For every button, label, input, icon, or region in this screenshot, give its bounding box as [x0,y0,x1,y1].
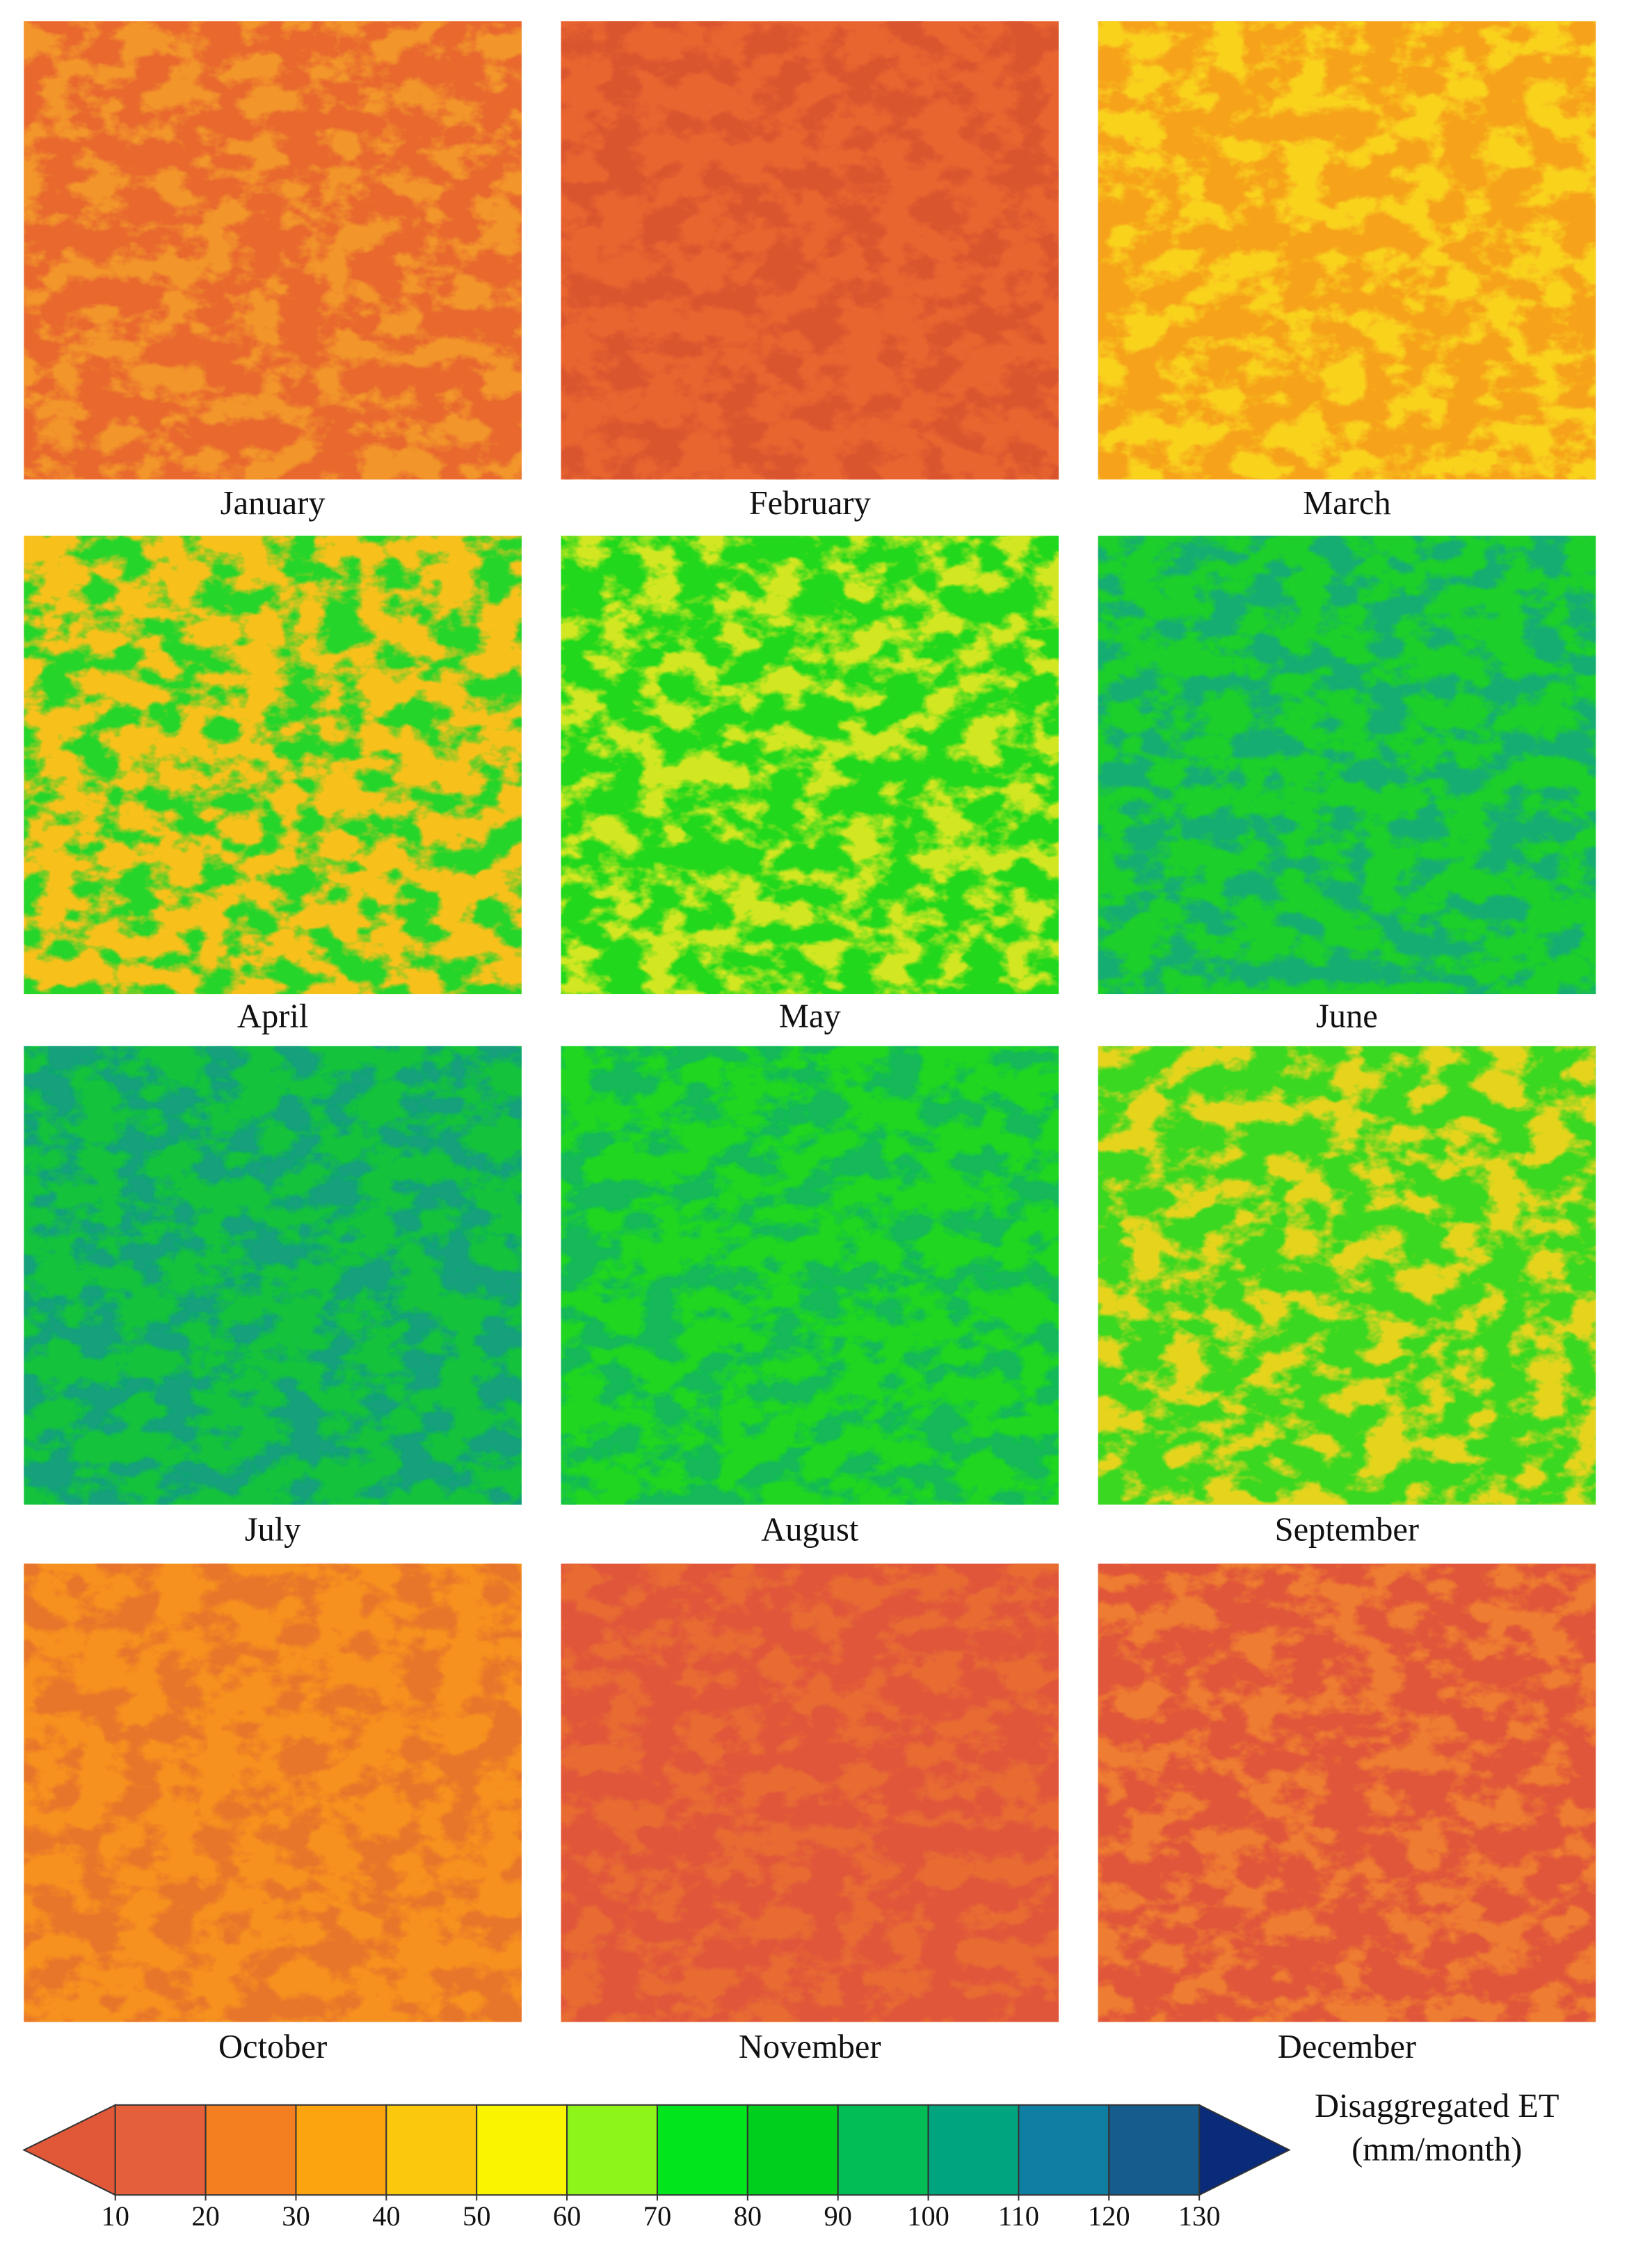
map-panel [561,1046,1059,1505]
map-texture [561,1563,1059,2022]
map-texture [24,21,522,480]
colorbar-tick-label: 20 [191,2200,219,2232]
map-texture [1098,21,1596,480]
colorbar-tick-label: 10 [102,2200,129,2232]
colorbar-label: Disaggregated ET [1315,2088,1559,2125]
map-panel [561,21,1059,480]
colorbar-tick-label: 130 [1178,2200,1221,2232]
map-texture [561,21,1059,480]
map-texture [24,536,522,995]
map-panel [24,21,522,480]
map-panel [561,1563,1059,2022]
map-texture [561,536,1059,995]
colorbar-extend-high [1198,2104,1291,2196]
panel-label: May [779,998,842,1035]
colorbar-extend-low [22,2104,116,2196]
map-texture [24,1046,522,1505]
panel-label: November [739,2029,881,2065]
colorbar-box [476,2104,568,2196]
colorbar-box [1108,2104,1201,2196]
map-texture [1098,1563,1596,2022]
colorbar-tick-label: 40 [372,2200,400,2232]
colorbar-box [656,2104,748,2196]
map-texture [561,1046,1059,1505]
panel-label: August [761,1511,859,1548]
panel-label: September [1275,1511,1419,1548]
colorbar-tick-label: 50 [463,2200,490,2232]
map-texture [24,1563,522,2022]
colorbar-label: (mm/month) [1352,2132,1522,2168]
colorbar-tick-label: 120 [1088,2200,1130,2232]
panel-label: October [218,2029,327,2065]
panel-label: June [1316,998,1378,1035]
map-panel [1098,1563,1596,2022]
map-texture [1098,536,1596,995]
colorbar-box [837,2104,929,2196]
colorbar-box [385,2104,478,2196]
colorbar-box [566,2104,658,2196]
colorbar-box [927,2104,1020,2196]
panel-label: April [237,998,308,1035]
panel-label: December [1278,2029,1416,2065]
colorbar-tick-label: 80 [734,2200,762,2232]
colorbar-tick-label: 90 [824,2200,851,2232]
map-panel [1098,1046,1596,1505]
colorbar-tick-label: 60 [553,2200,581,2232]
map-texture [1098,1046,1596,1505]
colorbar-tick-label: 110 [998,2200,1039,2232]
map-panel [24,536,522,995]
map-panel [24,1046,522,1505]
panel-label: March [1303,485,1391,522]
map-panel [1098,21,1596,480]
colorbar-box [205,2104,297,2196]
map-panel [24,1563,522,2022]
colorbar-tick-label: 100 [907,2200,949,2232]
colorbar-box [746,2104,839,2196]
colorbar-box [1018,2104,1110,2196]
map-panel [561,536,1059,995]
colorbar-tick-label: 70 [643,2200,671,2232]
colorbar-box [295,2104,387,2196]
panel-label: February [749,485,872,522]
map-panel [1098,536,1596,995]
panel-label: January [220,485,326,522]
colorbar-box [114,2104,207,2196]
panel-label: July [245,1511,302,1548]
colorbar-tick-label: 30 [282,2200,310,2232]
